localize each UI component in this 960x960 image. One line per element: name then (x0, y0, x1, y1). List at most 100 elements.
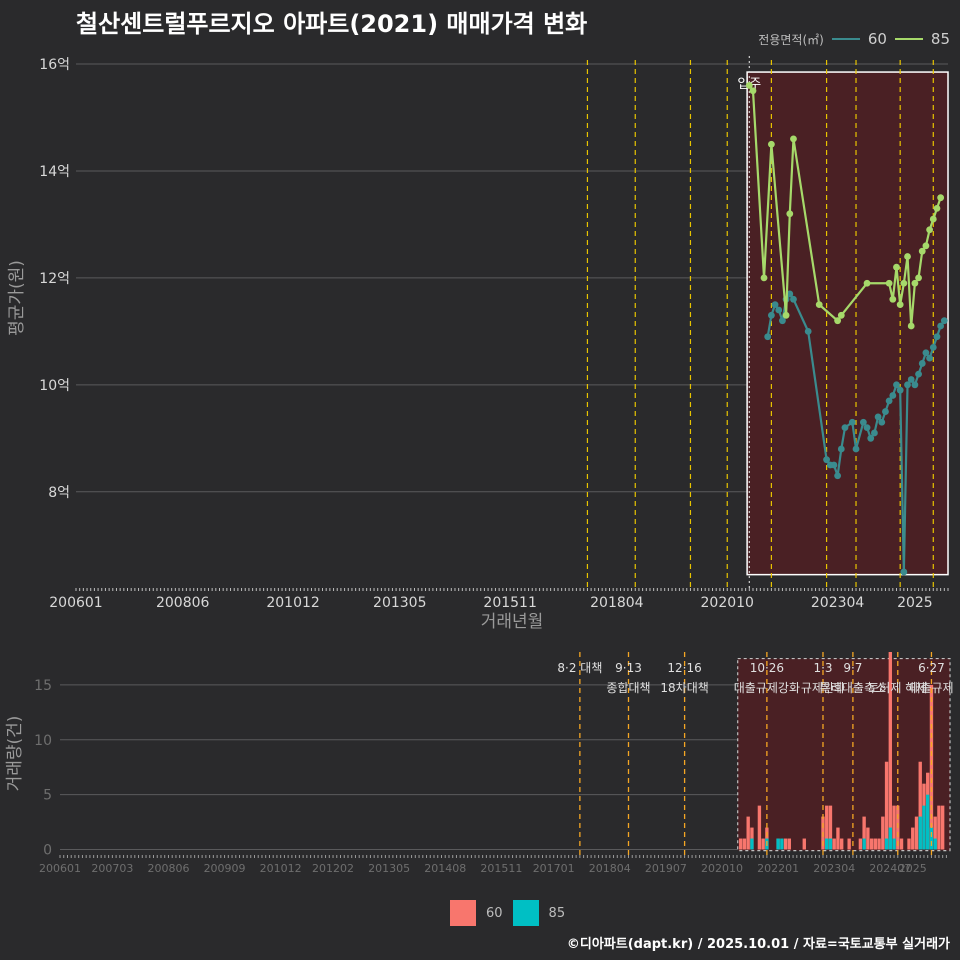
y-axis-title: 거래량(건) (5, 716, 25, 792)
bar-85 (922, 805, 926, 850)
bar-60 (911, 827, 915, 850)
data-point-60 (767, 311, 775, 319)
data-point-60 (889, 392, 897, 399)
legend-bottom-label-60: 60 (486, 905, 503, 921)
data-point-60 (907, 376, 915, 383)
data-point-60 (874, 413, 882, 421)
data-point-60 (764, 333, 772, 341)
policy-label-top: 10·26 (750, 661, 784, 675)
data-point-85 (749, 87, 757, 95)
data-point-85 (896, 301, 904, 309)
x-tick-label: 202407 (869, 862, 911, 875)
data-point-60 (804, 327, 812, 335)
x-tick-label: 201305 (368, 862, 410, 875)
policy-label-bottom: 대출규제 (909, 681, 953, 695)
policy-label-bottom: 토허제 해제 (868, 681, 927, 695)
x-tick-label: 201202 (312, 862, 354, 875)
x-tick-label: 201907 (645, 862, 687, 875)
bar-60 (907, 838, 911, 850)
data-point-60 (871, 429, 878, 437)
data-point-85 (933, 204, 941, 212)
legend-swatch-60 (831, 38, 860, 40)
bar-60 (899, 838, 904, 850)
data-point-60 (863, 424, 871, 432)
bar-60 (787, 838, 792, 850)
bar-60 (892, 805, 896, 850)
data-point-85 (863, 279, 871, 287)
x-tick-label: 201408 (424, 862, 466, 875)
data-point-60 (918, 360, 926, 367)
y-tick-label: 10 (34, 733, 52, 749)
data-point-85 (911, 279, 919, 287)
bar-60 (937, 805, 941, 850)
y-tick-label: 14억 (39, 164, 70, 180)
x-tick-label: 200806 (147, 862, 189, 875)
data-point-85 (889, 295, 897, 303)
data-point-85 (918, 247, 926, 255)
data-point-60 (933, 333, 941, 341)
y-tick-label: 8억 (48, 485, 70, 501)
y-tick-label: 12억 (39, 271, 70, 287)
bar-60 (783, 838, 788, 850)
policy-label-top: 12·16 (667, 661, 701, 675)
data-point-60 (878, 418, 886, 426)
x-axis-title: 거래년월 (481, 612, 544, 632)
x-tick-label: 202201 (757, 862, 799, 875)
data-point-60 (859, 418, 867, 426)
bar-60 (828, 805, 833, 850)
y-tick-label: 16억 (39, 57, 70, 73)
x-tick-label: 201012 (260, 862, 302, 875)
data-point-85 (929, 215, 937, 223)
data-point-85 (815, 301, 823, 309)
bar-60 (757, 805, 762, 850)
x-tick-label: 202010 (701, 862, 743, 875)
chart-title: 철산센트럴푸르지오 아파트(2021) 매매가격 변화 (76, 10, 588, 38)
x-tick-label: 201305 (373, 595, 426, 611)
bar-60 (742, 838, 747, 850)
data-point-60 (830, 461, 838, 469)
bar-60 (884, 761, 889, 850)
legend-top: 전용면적(㎡) 60 85 (758, 30, 950, 48)
bar-85 (884, 838, 889, 850)
x-tick-label: 201804 (590, 595, 644, 611)
data-point-85 (834, 317, 842, 325)
data-point-85 (915, 274, 922, 282)
bar-85 (933, 838, 937, 850)
x-tick-label: 200806 (156, 595, 210, 611)
data-point-60 (922, 349, 930, 357)
data-point-85 (760, 274, 768, 282)
bar-60 (832, 838, 836, 850)
bar-60 (869, 838, 874, 850)
data-point-85 (885, 279, 893, 287)
policy-label-top: 6·27 (918, 661, 945, 675)
x-tick-label: 202304 (813, 862, 855, 875)
x-tick-label: 200601 (39, 862, 81, 875)
data-point-60 (929, 344, 937, 351)
bar-60 (750, 827, 754, 850)
data-point-85 (786, 210, 794, 218)
data-point-60 (823, 456, 830, 464)
highlight-region (737, 657, 951, 852)
bar-85 (892, 838, 896, 850)
legend-swatch-85 (894, 38, 923, 40)
x-tick-label: 201701 (533, 862, 575, 875)
data-point-60 (790, 295, 797, 303)
data-point-60 (837, 445, 845, 453)
bar-85 (776, 838, 780, 850)
policy-label-top: 8·2 대책 (557, 660, 602, 675)
policy-label-top: 9·7 (843, 661, 862, 675)
y-tick-label: 5 (43, 788, 52, 804)
data-point-60 (926, 354, 934, 362)
data-point-60 (900, 568, 908, 576)
bar-60 (888, 652, 892, 850)
x-tick-label: 201511 (480, 862, 522, 875)
bar-60 (933, 816, 937, 850)
bar-60 (840, 838, 844, 850)
bar-60 (929, 684, 934, 850)
policy-label-bottom: 종합대책 (606, 680, 650, 695)
legend-bottom-label-85: 85 (548, 905, 566, 921)
data-point-85 (922, 242, 930, 250)
data-point-85 (926, 226, 934, 234)
legend-label-85: 85 (930, 30, 950, 48)
bar-60 (866, 827, 870, 850)
